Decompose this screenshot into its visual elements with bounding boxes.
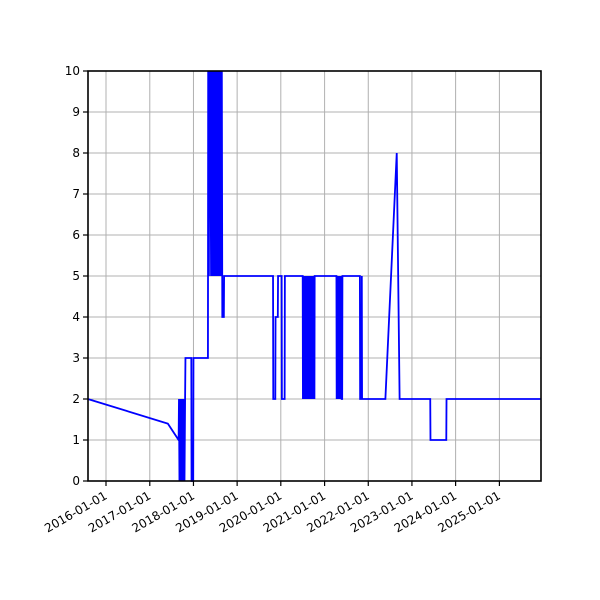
y-tick-label: 2 (72, 392, 80, 406)
y-tick-label: 10 (65, 64, 80, 78)
data-line (87, 70, 541, 482)
y-tick-label: 1 (72, 433, 80, 447)
y-tick-label: 5 (72, 269, 80, 283)
y-tick-label: 7 (72, 187, 80, 201)
y-tick-label: 9 (72, 105, 80, 119)
y-tick-label: 6 (72, 228, 80, 242)
y-tick-label: 0 (72, 474, 80, 488)
y-tick-label: 8 (72, 146, 80, 160)
y-tick-label: 4 (72, 310, 80, 324)
data-series-group (87, 70, 541, 482)
y-tick-label: 3 (72, 351, 80, 365)
